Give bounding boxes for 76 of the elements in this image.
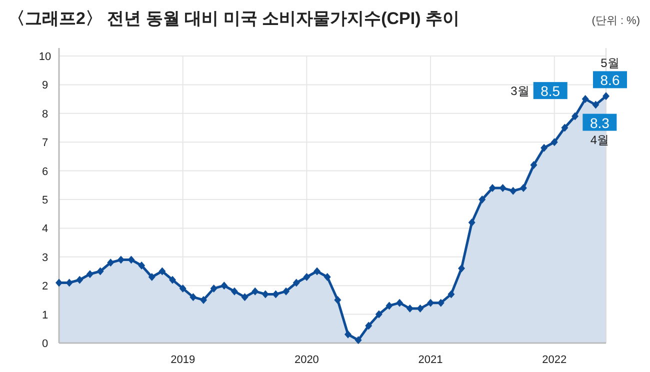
y-tick-label: 4 bbox=[42, 223, 48, 236]
x-tick-label: 2021 bbox=[418, 354, 443, 366]
point bbox=[252, 287, 259, 296]
y-tick-label: 6 bbox=[42, 166, 48, 178]
point bbox=[592, 100, 600, 109]
point bbox=[148, 272, 156, 281]
point bbox=[76, 276, 84, 284]
point bbox=[365, 322, 372, 330]
point bbox=[169, 276, 176, 284]
point bbox=[200, 296, 207, 304]
y-tick-label: 5 bbox=[42, 194, 48, 206]
text: (단위 : %) bbox=[592, 15, 640, 27]
data-label: 8.5 bbox=[540, 83, 560, 100]
annotation: 4월 bbox=[590, 132, 610, 147]
point bbox=[158, 267, 166, 276]
point bbox=[86, 270, 94, 278]
point bbox=[230, 287, 238, 296]
point bbox=[344, 330, 352, 338]
y-tick-label: 2 bbox=[42, 280, 48, 293]
point bbox=[520, 184, 527, 192]
point bbox=[117, 256, 124, 264]
point bbox=[406, 304, 414, 313]
point bbox=[96, 267, 104, 276]
data-label: 8.6 bbox=[600, 72, 620, 88]
point bbox=[478, 196, 486, 204]
point bbox=[190, 293, 197, 302]
y-tick-label: 3 bbox=[42, 252, 48, 264]
point bbox=[602, 92, 610, 100]
point bbox=[220, 282, 228, 290]
point bbox=[582, 95, 589, 104]
point bbox=[437, 298, 444, 307]
point bbox=[56, 278, 62, 287]
annotation: 5월 bbox=[600, 56, 620, 70]
point bbox=[303, 272, 310, 281]
point bbox=[396, 298, 404, 307]
point bbox=[314, 267, 321, 276]
point bbox=[468, 218, 476, 226]
point bbox=[282, 287, 290, 296]
point bbox=[128, 256, 135, 264]
y-tick-label: 9 bbox=[42, 80, 48, 92]
point bbox=[540, 144, 548, 152]
point bbox=[561, 124, 568, 132]
point bbox=[334, 296, 342, 304]
annotation: 3월 bbox=[510, 84, 530, 98]
data-label: 8.3 bbox=[590, 114, 610, 131]
point bbox=[272, 290, 280, 298]
point bbox=[448, 290, 455, 298]
y-tick-label: 0 bbox=[42, 338, 48, 350]
y-tick-label: 8 bbox=[42, 108, 48, 120]
point bbox=[262, 290, 269, 298]
chart-title: 〈그래프2〉 전년 동월 대비 미국 소비자물가지수(CPI) 추이 bbox=[8, 9, 460, 28]
x-tick-label: 2020 bbox=[294, 354, 319, 366]
point bbox=[499, 184, 506, 192]
point bbox=[416, 304, 424, 313]
point bbox=[550, 138, 558, 146]
point bbox=[386, 302, 393, 310]
point bbox=[241, 293, 248, 302]
point bbox=[210, 284, 218, 292]
y-tick-label: 1 bbox=[42, 309, 48, 322]
y-tick-label: 7 bbox=[42, 137, 48, 150]
point bbox=[488, 184, 496, 192]
point bbox=[427, 298, 434, 307]
point bbox=[179, 284, 186, 292]
point bbox=[324, 272, 331, 281]
point bbox=[107, 258, 114, 267]
y-tick-label: 10 bbox=[38, 51, 52, 63]
point bbox=[572, 112, 579, 120]
x-tick-label: 2022 bbox=[542, 354, 567, 366]
point bbox=[354, 336, 362, 344]
x-tick-label: 2019 bbox=[170, 354, 196, 366]
point bbox=[375, 310, 382, 318]
point bbox=[458, 264, 466, 272]
point bbox=[138, 262, 146, 270]
point bbox=[530, 161, 538, 170]
point bbox=[292, 278, 300, 287]
point bbox=[510, 186, 517, 195]
